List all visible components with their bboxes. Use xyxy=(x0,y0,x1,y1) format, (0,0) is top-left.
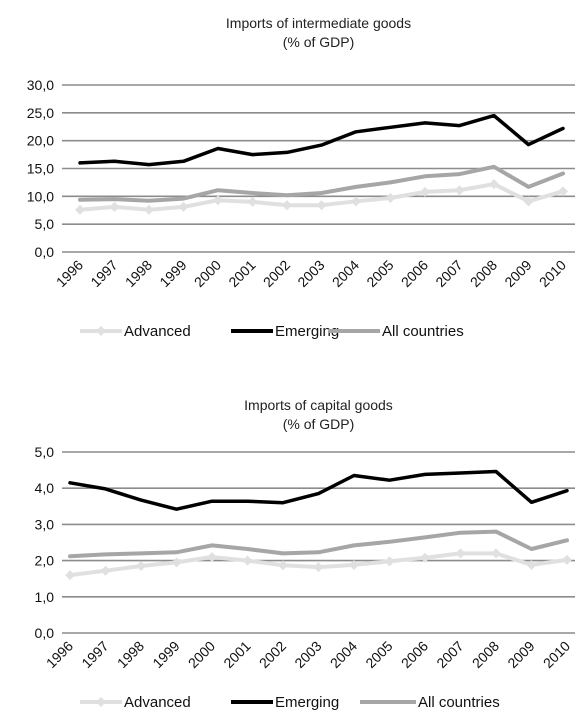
y-tick-label: 4,0 xyxy=(35,480,55,496)
data-point-advanced xyxy=(171,557,182,568)
data-point-advanced xyxy=(385,193,396,204)
x-tick-label: 2005 xyxy=(362,638,395,671)
x-tick-label: 1997 xyxy=(78,638,111,671)
x-tick-label: 2004 xyxy=(329,257,362,290)
data-point-advanced xyxy=(316,200,327,211)
data-point-advanced xyxy=(144,204,154,215)
data-point-advanced xyxy=(109,201,120,212)
x-tick-label: 2003 xyxy=(291,638,324,671)
x-tick-label: 2009 xyxy=(501,257,534,290)
legend-label-advanced: Advanced xyxy=(124,323,191,340)
x-tick-label: 2009 xyxy=(504,638,537,671)
y-tick-label: 20,0 xyxy=(27,133,54,149)
data-point-advanced xyxy=(242,555,253,566)
x-tick-label: 1996 xyxy=(43,638,76,671)
series-line-all-countries xyxy=(78,164,565,203)
x-tick-label: 2007 xyxy=(433,638,466,671)
x-tick-label: 2001 xyxy=(225,257,258,290)
data-point-advanced xyxy=(100,565,111,576)
x-tick-label: 2002 xyxy=(260,257,293,290)
x-tick-label: 1998 xyxy=(122,257,155,290)
legend-label-emerging: Emerging xyxy=(275,694,339,711)
x-tick-label: 2001 xyxy=(220,638,253,671)
x-tick-label: 1996 xyxy=(53,257,86,290)
legend-marker-advanced xyxy=(96,326,106,336)
x-tick-label: 2000 xyxy=(191,257,224,290)
y-tick-label: 25,0 xyxy=(27,105,54,121)
y-tick-label: 10,0 xyxy=(27,188,54,204)
x-tick-label: 2005 xyxy=(363,257,396,290)
series-line-emerging xyxy=(68,469,569,511)
data-point-advanced xyxy=(313,562,324,573)
x-tick-label: 2008 xyxy=(467,257,500,290)
data-point-advanced xyxy=(282,200,292,211)
data-point-advanced xyxy=(455,548,466,559)
x-tick-label: 2007 xyxy=(432,257,465,290)
legend-label-emerging: Emerging xyxy=(275,323,339,340)
data-point-advanced xyxy=(207,551,217,562)
chart-2: Imports of capital goods (% of GDP) 0,0 1,0… xyxy=(35,397,575,711)
x-tick-label: 2003 xyxy=(294,257,327,290)
data-point-advanced xyxy=(420,186,430,197)
series-line-emerging xyxy=(78,113,565,167)
data-point-advanced xyxy=(136,561,146,572)
x-tick-label: 1999 xyxy=(156,257,189,290)
data-point-advanced xyxy=(247,196,258,207)
x-tick-label: 2006 xyxy=(398,638,431,671)
data-point-advanced xyxy=(489,179,499,190)
y-tick-label: 5,0 xyxy=(35,216,55,232)
y-tick-label: 0,0 xyxy=(35,625,55,641)
x-tick-label: 1997 xyxy=(87,257,120,290)
data-point-advanced xyxy=(351,196,361,207)
chart-subtitle: (% of GDP) xyxy=(283,416,355,432)
x-tick-label: 1999 xyxy=(149,638,182,671)
x-tick-label: 2000 xyxy=(185,638,218,671)
data-point-advanced xyxy=(213,195,223,206)
x-tick-label: 2010 xyxy=(536,257,569,290)
x-tick-label: 2010 xyxy=(540,638,573,671)
legend-label-all-countries: All countries xyxy=(418,694,500,711)
chart-1: Imports of intermediate goods (% of GDP) 0… xyxy=(27,15,575,340)
data-point-advanced xyxy=(278,560,288,571)
x-tick-label: 2006 xyxy=(398,257,431,290)
data-point-advanced xyxy=(384,556,395,567)
y-tick-label: 15,0 xyxy=(27,161,54,177)
chart-subtitle: (% of GDP) xyxy=(283,34,355,50)
data-point-advanced xyxy=(491,548,501,559)
legend-marker-advanced xyxy=(96,697,106,707)
data-point-advanced xyxy=(178,201,189,212)
data-point-advanced xyxy=(420,552,430,563)
data-point-advanced xyxy=(526,559,537,570)
y-tick-label: 3,0 xyxy=(35,516,55,532)
data-point-advanced xyxy=(349,559,359,570)
legend-label-all-countries: All countries xyxy=(382,323,464,340)
data-point-advanced xyxy=(558,186,568,197)
x-tick-label: 2004 xyxy=(327,638,360,671)
y-tick-label: 1,0 xyxy=(35,589,55,605)
y-tick-label: 2,0 xyxy=(35,553,55,569)
data-point-advanced xyxy=(562,554,572,565)
y-tick-label: 5,0 xyxy=(35,444,55,460)
data-point-advanced xyxy=(75,204,85,215)
data-point-advanced xyxy=(523,196,534,207)
series-line-all-countries xyxy=(68,529,569,559)
y-tick-label: 30,0 xyxy=(27,77,54,93)
legend-label-advanced: Advanced xyxy=(124,694,191,711)
x-tick-label: 2008 xyxy=(469,638,502,671)
data-point-advanced xyxy=(454,185,465,196)
chart-title: Imports of capital goods xyxy=(244,397,393,413)
x-tick-label: 1998 xyxy=(114,638,147,671)
x-tick-label: 2002 xyxy=(256,638,289,671)
data-point-advanced xyxy=(65,570,75,581)
chart-title: Imports of intermediate goods xyxy=(226,15,411,31)
y-tick-label: 0,0 xyxy=(35,244,55,260)
